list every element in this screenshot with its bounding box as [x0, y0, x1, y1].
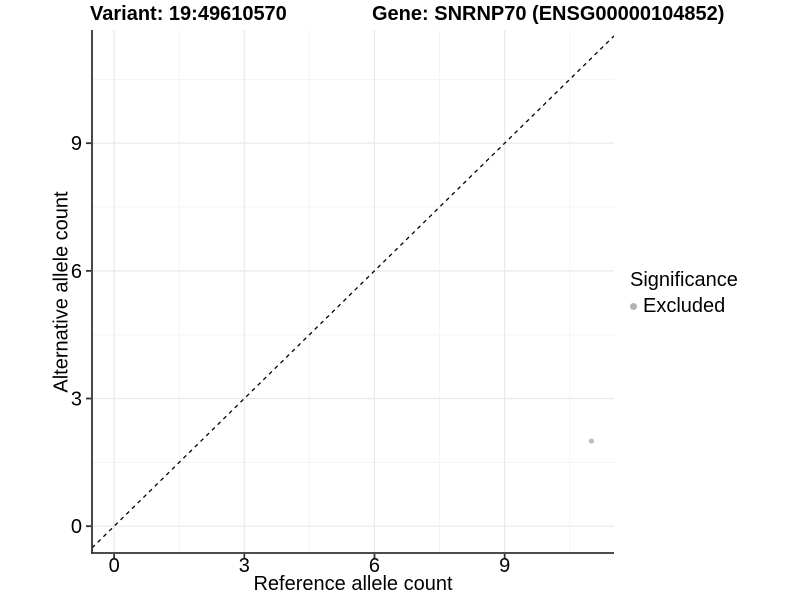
y-tick-label: 3 [71, 389, 82, 411]
legend-item-label: Excluded [643, 295, 726, 317]
y-tick-label: 9 [71, 133, 82, 155]
data-point [588, 438, 595, 444]
legend: Significance Excluded [630, 269, 738, 318]
x-tick-label: 0 [109, 555, 120, 577]
identity-line [91, 35, 615, 549]
variant-title: Variant: 19:49610570 [90, 3, 287, 25]
legend-point-icon [630, 303, 637, 310]
gene-title: Gene: SNRNP70 (ENSG00000104852) [372, 3, 725, 25]
y-axis-label: Alternative allele count [50, 191, 73, 393]
x-tick-label: 9 [499, 555, 510, 577]
y-tick-label: 0 [71, 516, 82, 538]
legend-item-excluded: Excluded [630, 295, 738, 318]
x-tick-label: 6 [369, 555, 380, 577]
x-tick-label: 3 [239, 555, 250, 577]
y-tick-label: 6 [71, 261, 82, 283]
x-axis-label: Reference allele count [253, 573, 453, 595]
legend-title: Significance [630, 269, 738, 291]
